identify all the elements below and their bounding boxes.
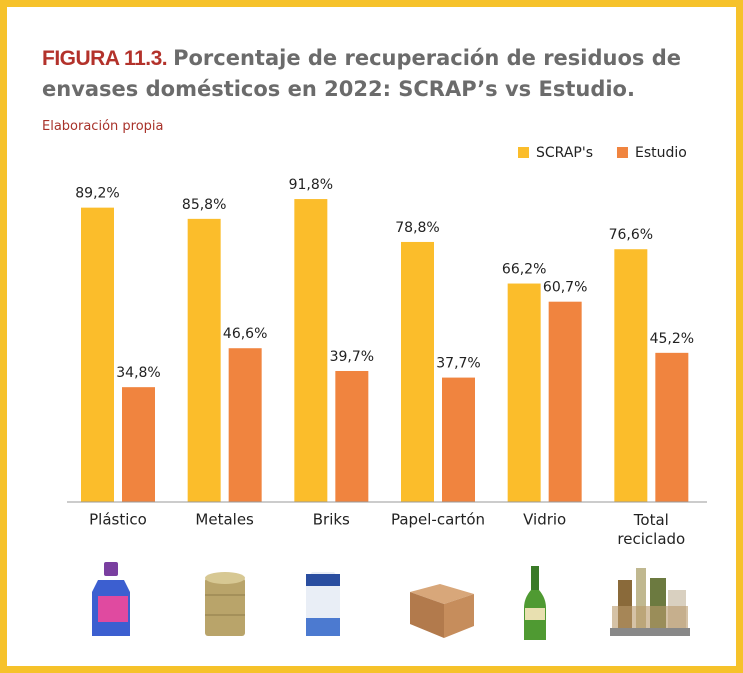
mixed-containers-icon [610, 568, 690, 636]
legend-swatch [616, 147, 628, 158]
value-label: 34,8% [116, 365, 160, 381]
box-icon [410, 584, 474, 638]
value-label: 66,2% [502, 262, 546, 278]
value-label: 46,6% [223, 326, 267, 342]
bar [507, 283, 541, 502]
value-label: 76,6% [609, 227, 653, 243]
chart: SCRAP's Estudio 89,2% 85,8% 91,8% 78,8% 66,2% 7… [67, 145, 707, 640]
bar [187, 218, 221, 503]
value-label: 91,8% [289, 177, 333, 193]
glass-bottle-icon [524, 566, 546, 640]
bar [81, 207, 114, 502]
bar [122, 387, 155, 502]
brik-icon [306, 572, 340, 636]
bar [401, 241, 434, 502]
can-icon [205, 572, 245, 636]
bar [548, 301, 582, 502]
legend-label: Estudio [635, 145, 687, 161]
legend-swatch [518, 147, 529, 158]
value-label: 78,8% [395, 220, 439, 236]
plastic-bottle-icon [92, 562, 130, 636]
bar [655, 352, 689, 502]
x-tick-label: Vidrio [523, 511, 566, 529]
legend-label: SCRAP's [536, 145, 593, 161]
value-label: 39,7% [330, 349, 374, 365]
bar [335, 370, 369, 502]
bar [614, 249, 648, 502]
value-label: 60,7% [543, 280, 587, 296]
x-tick-label: Total reciclado [617, 511, 685, 548]
bar [442, 377, 475, 502]
x-tick-label: Plástico [89, 511, 147, 529]
value-label: 37,7% [436, 356, 480, 372]
bar [294, 199, 328, 502]
header: FIGURA 11.3. Porcentaje de recuperación d… [42, 43, 682, 104]
value-label: 45,2% [650, 331, 694, 347]
value-label: 85,8% [182, 197, 226, 213]
x-tick-label: Briks [313, 511, 350, 529]
figure-label: FIGURA 11.3. [42, 47, 168, 70]
icons [92, 562, 690, 640]
value-label: 89,2% [75, 186, 119, 202]
bar [228, 348, 262, 502]
x-tick-label: Metales [195, 511, 254, 529]
chart-title: Porcentaje de recuperación de residuos d… [42, 46, 681, 101]
chart-subtitle: Elaboración propia [42, 119, 164, 134]
x-tick-label: Papel-cartón [391, 511, 485, 529]
